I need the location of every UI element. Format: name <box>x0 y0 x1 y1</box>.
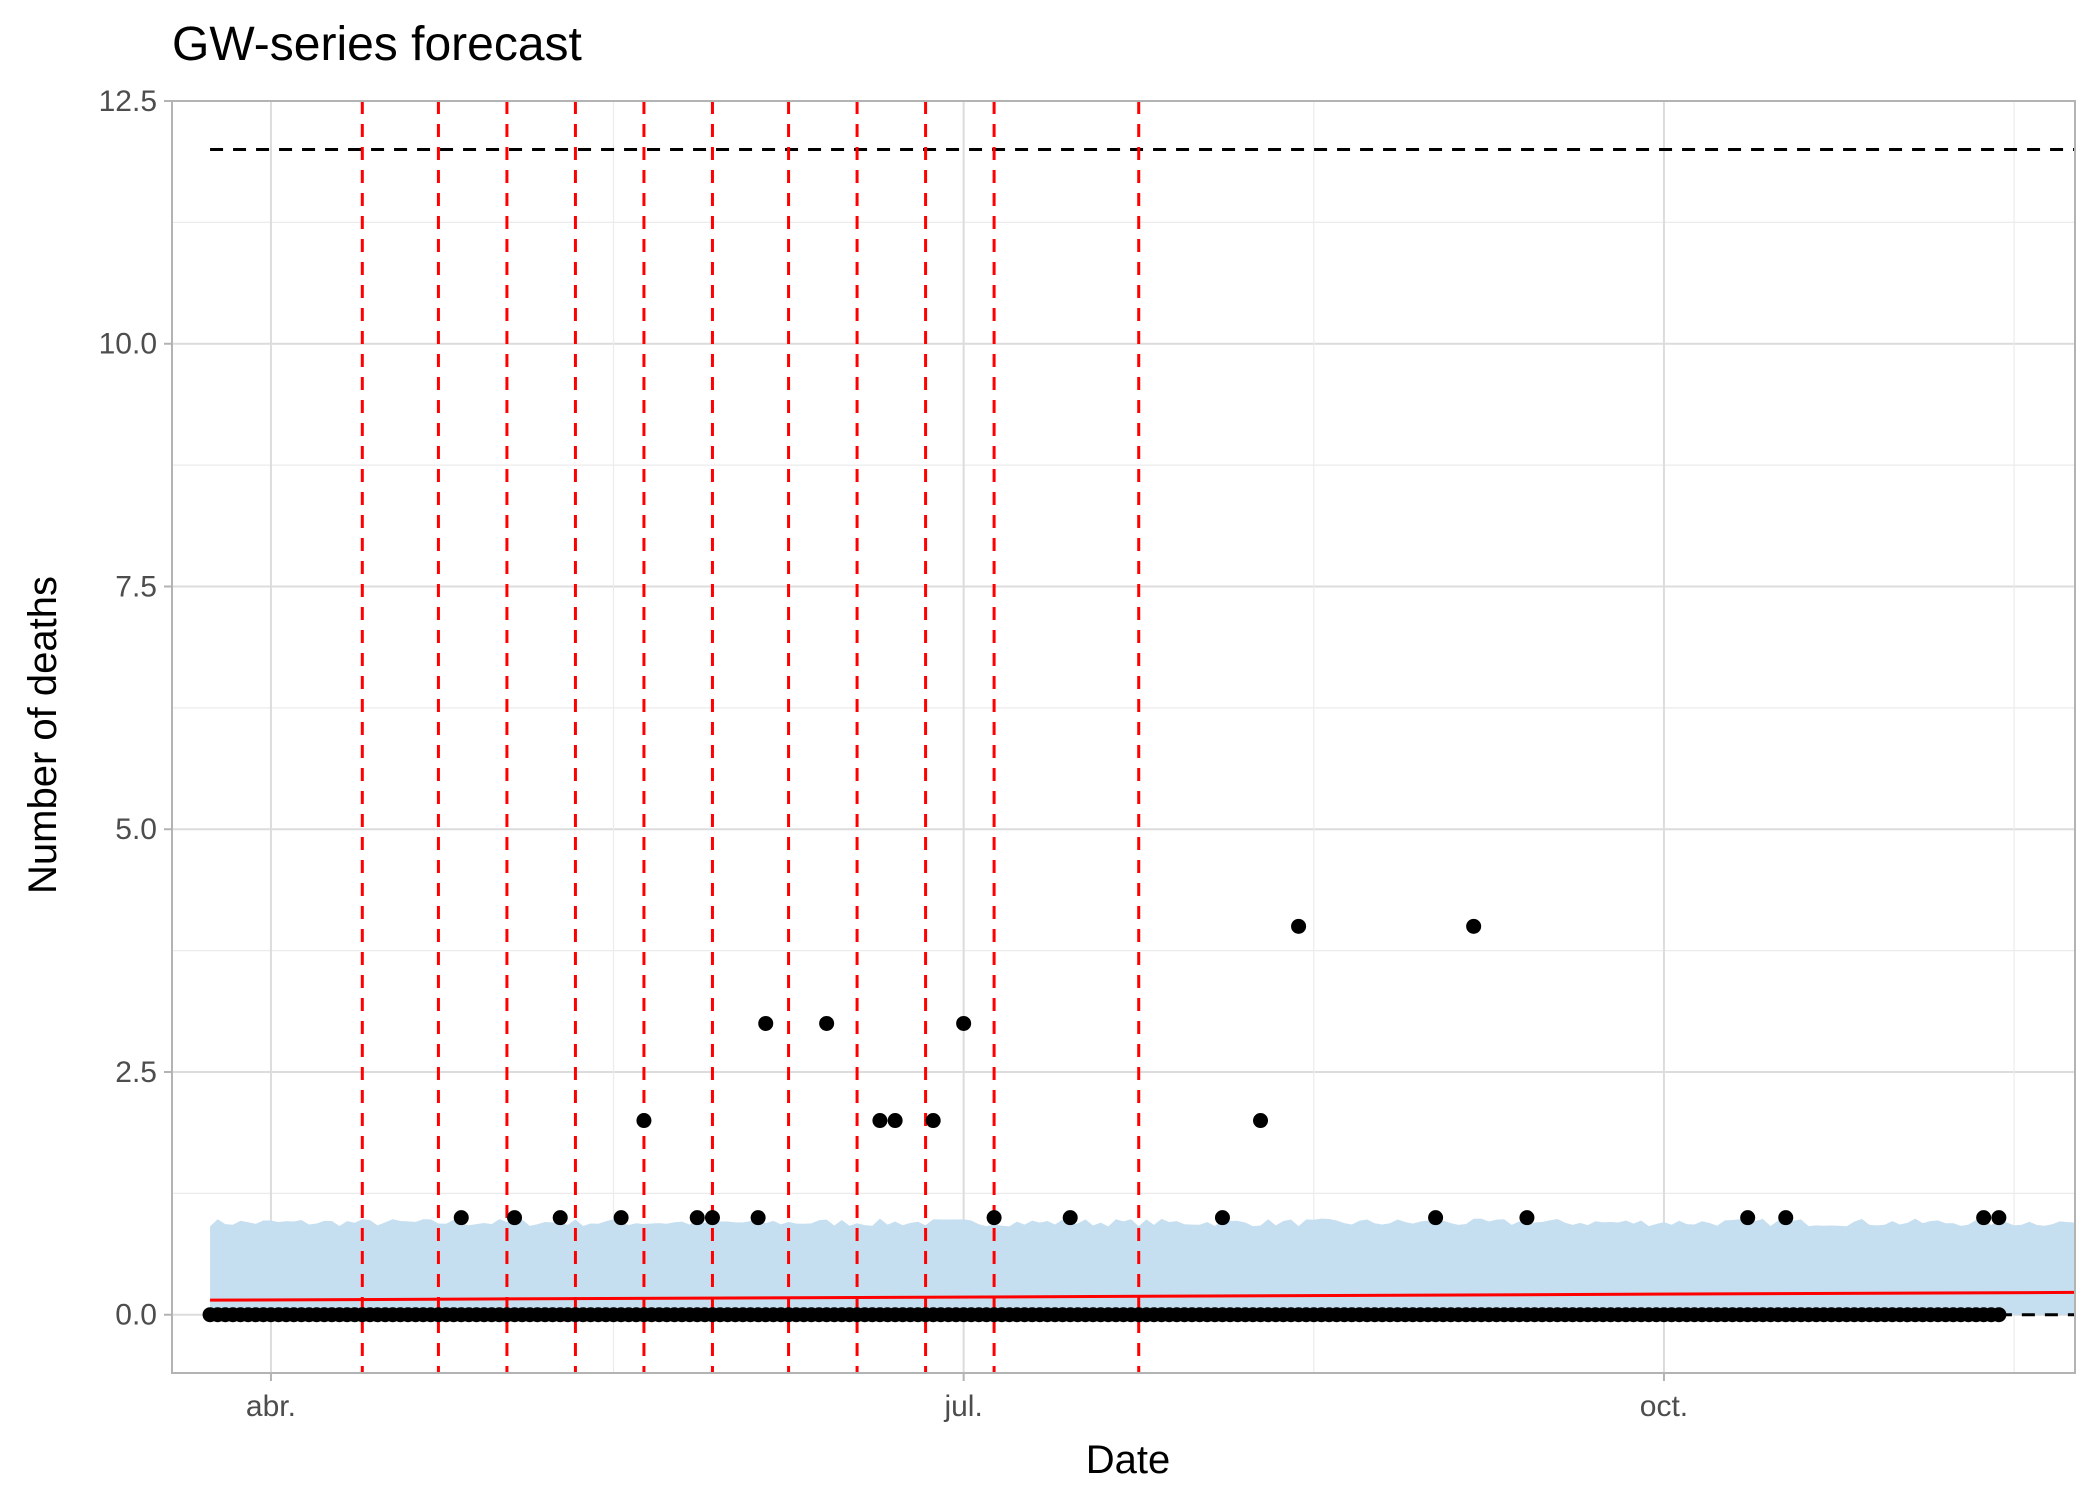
data-point <box>1428 1210 1444 1226</box>
y-tick-label: 10.0 <box>99 328 157 361</box>
reference-lines <box>210 148 2075 1317</box>
data-point <box>872 1113 888 1129</box>
data-point <box>1291 918 1307 934</box>
panel-background <box>172 101 2075 1373</box>
data-point <box>1976 1210 1992 1226</box>
y-tick-label: 12.5 <box>99 85 157 118</box>
y-tick-label: 0.0 <box>115 1299 157 1332</box>
data-point <box>925 1113 941 1129</box>
data-point <box>956 1015 972 1031</box>
trend-line-path <box>210 1290 2076 1302</box>
y-tick-label: 5.0 <box>115 813 157 846</box>
data-point <box>1991 1307 2007 1323</box>
band-area <box>210 1218 2075 1315</box>
confidence-band <box>210 1218 2075 1315</box>
data-point <box>1062 1210 1078 1226</box>
data-point <box>552 1210 568 1226</box>
data-point <box>453 1210 469 1226</box>
panel-border <box>171 100 2076 1374</box>
data-points <box>202 918 2007 1323</box>
y-axis-title: Number of deaths <box>21 576 65 894</box>
y-tick-label: 7.5 <box>115 570 157 603</box>
event-lines <box>360 101 1141 1373</box>
axes: 0.0 2.5 5.0 7.5 10.0 12.5 abr. jul. oct. <box>99 85 2076 1423</box>
data-point <box>1740 1210 1756 1226</box>
x-tick-label: abr. <box>246 1390 296 1423</box>
data-point <box>613 1210 629 1226</box>
data-point <box>1253 1113 1269 1129</box>
data-point <box>887 1113 903 1129</box>
data-point <box>704 1210 720 1226</box>
chart-title: GW-series forecast <box>172 18 582 71</box>
data-point <box>507 1210 523 1226</box>
data-point <box>750 1210 766 1226</box>
data-point <box>636 1113 652 1129</box>
data-point <box>819 1015 835 1031</box>
plot-panel <box>172 101 2075 1373</box>
x-axis-title: Date <box>1086 1438 1171 1482</box>
data-point <box>1214 1210 1230 1226</box>
data-point <box>1466 918 1482 934</box>
trend-line <box>210 1290 2076 1302</box>
data-point <box>1778 1210 1794 1226</box>
data-point <box>1519 1210 1535 1226</box>
data-point <box>1991 1210 2007 1226</box>
data-point <box>758 1015 774 1031</box>
y-tick-label: 2.5 <box>115 1056 157 1089</box>
x-tick-label: jul. <box>943 1390 982 1423</box>
x-tick-label: oct. <box>1640 1390 1688 1423</box>
data-point <box>689 1210 705 1226</box>
data-point <box>986 1210 1002 1226</box>
